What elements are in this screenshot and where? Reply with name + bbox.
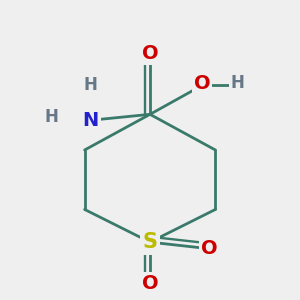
Text: O: O — [142, 274, 158, 293]
Text: H: H — [231, 74, 244, 92]
Text: H: H — [84, 76, 98, 94]
Text: H: H — [45, 108, 59, 126]
Text: O: O — [142, 44, 158, 63]
Text: O: O — [201, 238, 218, 258]
Text: O: O — [194, 74, 210, 93]
Text: S: S — [142, 232, 158, 252]
Text: N: N — [82, 111, 99, 130]
